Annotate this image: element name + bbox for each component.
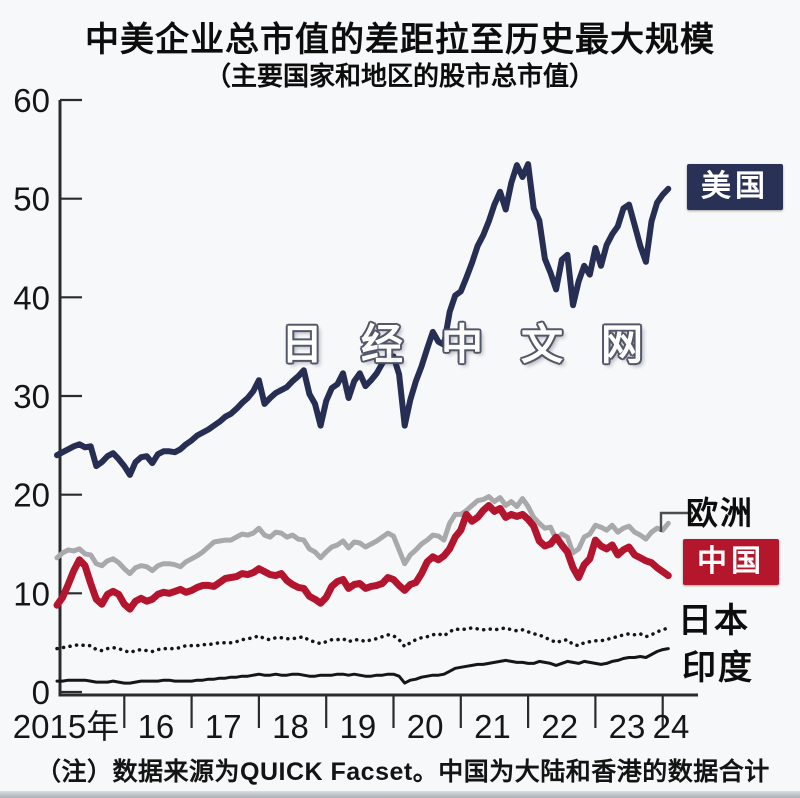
- series-line-japan: [55, 626, 671, 655]
- x-tick-label: 17: [205, 708, 242, 745]
- y-tick-label: 0: [32, 674, 50, 711]
- source-note: （注）数据来源为QUICK Facset。中国为大陆和香港的数据合计: [36, 758, 770, 786]
- series-line-europe: [54, 494, 671, 577]
- us-series-label: 美国: [687, 164, 783, 210]
- india-series-label: 印度: [682, 649, 754, 687]
- axes: [58, 100, 698, 697]
- x-tick-label: 20: [407, 708, 444, 745]
- x-tick-label: 21: [474, 708, 511, 745]
- watermark: 日经中文网: [281, 321, 682, 368]
- japan-series-label: 日本: [678, 602, 750, 640]
- x-tick-label: 23: [609, 708, 646, 745]
- x-tick-label: 19: [339, 708, 376, 745]
- bottom-edge-strip: [0, 791, 800, 798]
- europe-series-label: 欧洲: [686, 495, 755, 531]
- series-line-us: [54, 161, 672, 478]
- y-tick-label: 50: [13, 181, 50, 218]
- chart-subtitle: （主要国家和地区的股市总市值）: [204, 61, 595, 91]
- europe-label-connector: [659, 511, 693, 532]
- y-tick-label: 20: [13, 477, 50, 514]
- y-tick-label: 60: [13, 82, 50, 119]
- x-tick-label: 22: [541, 708, 578, 745]
- x-tick-label: 16: [138, 708, 175, 745]
- china-series-label: 中国: [683, 539, 779, 585]
- y-tick-label: 10: [13, 575, 50, 612]
- x-tick-label: 18: [272, 708, 309, 745]
- x-tick-label: 24: [653, 708, 690, 745]
- y-tick-label: 30: [13, 378, 50, 415]
- chart-title: 中美企业总市值的差距拉至历史最大规模: [85, 21, 715, 59]
- series-line-india: [55, 647, 670, 685]
- y-tick-label: 40: [13, 279, 50, 316]
- series-line-china: [53, 502, 672, 613]
- x-tick-label: 2015年: [13, 708, 119, 745]
